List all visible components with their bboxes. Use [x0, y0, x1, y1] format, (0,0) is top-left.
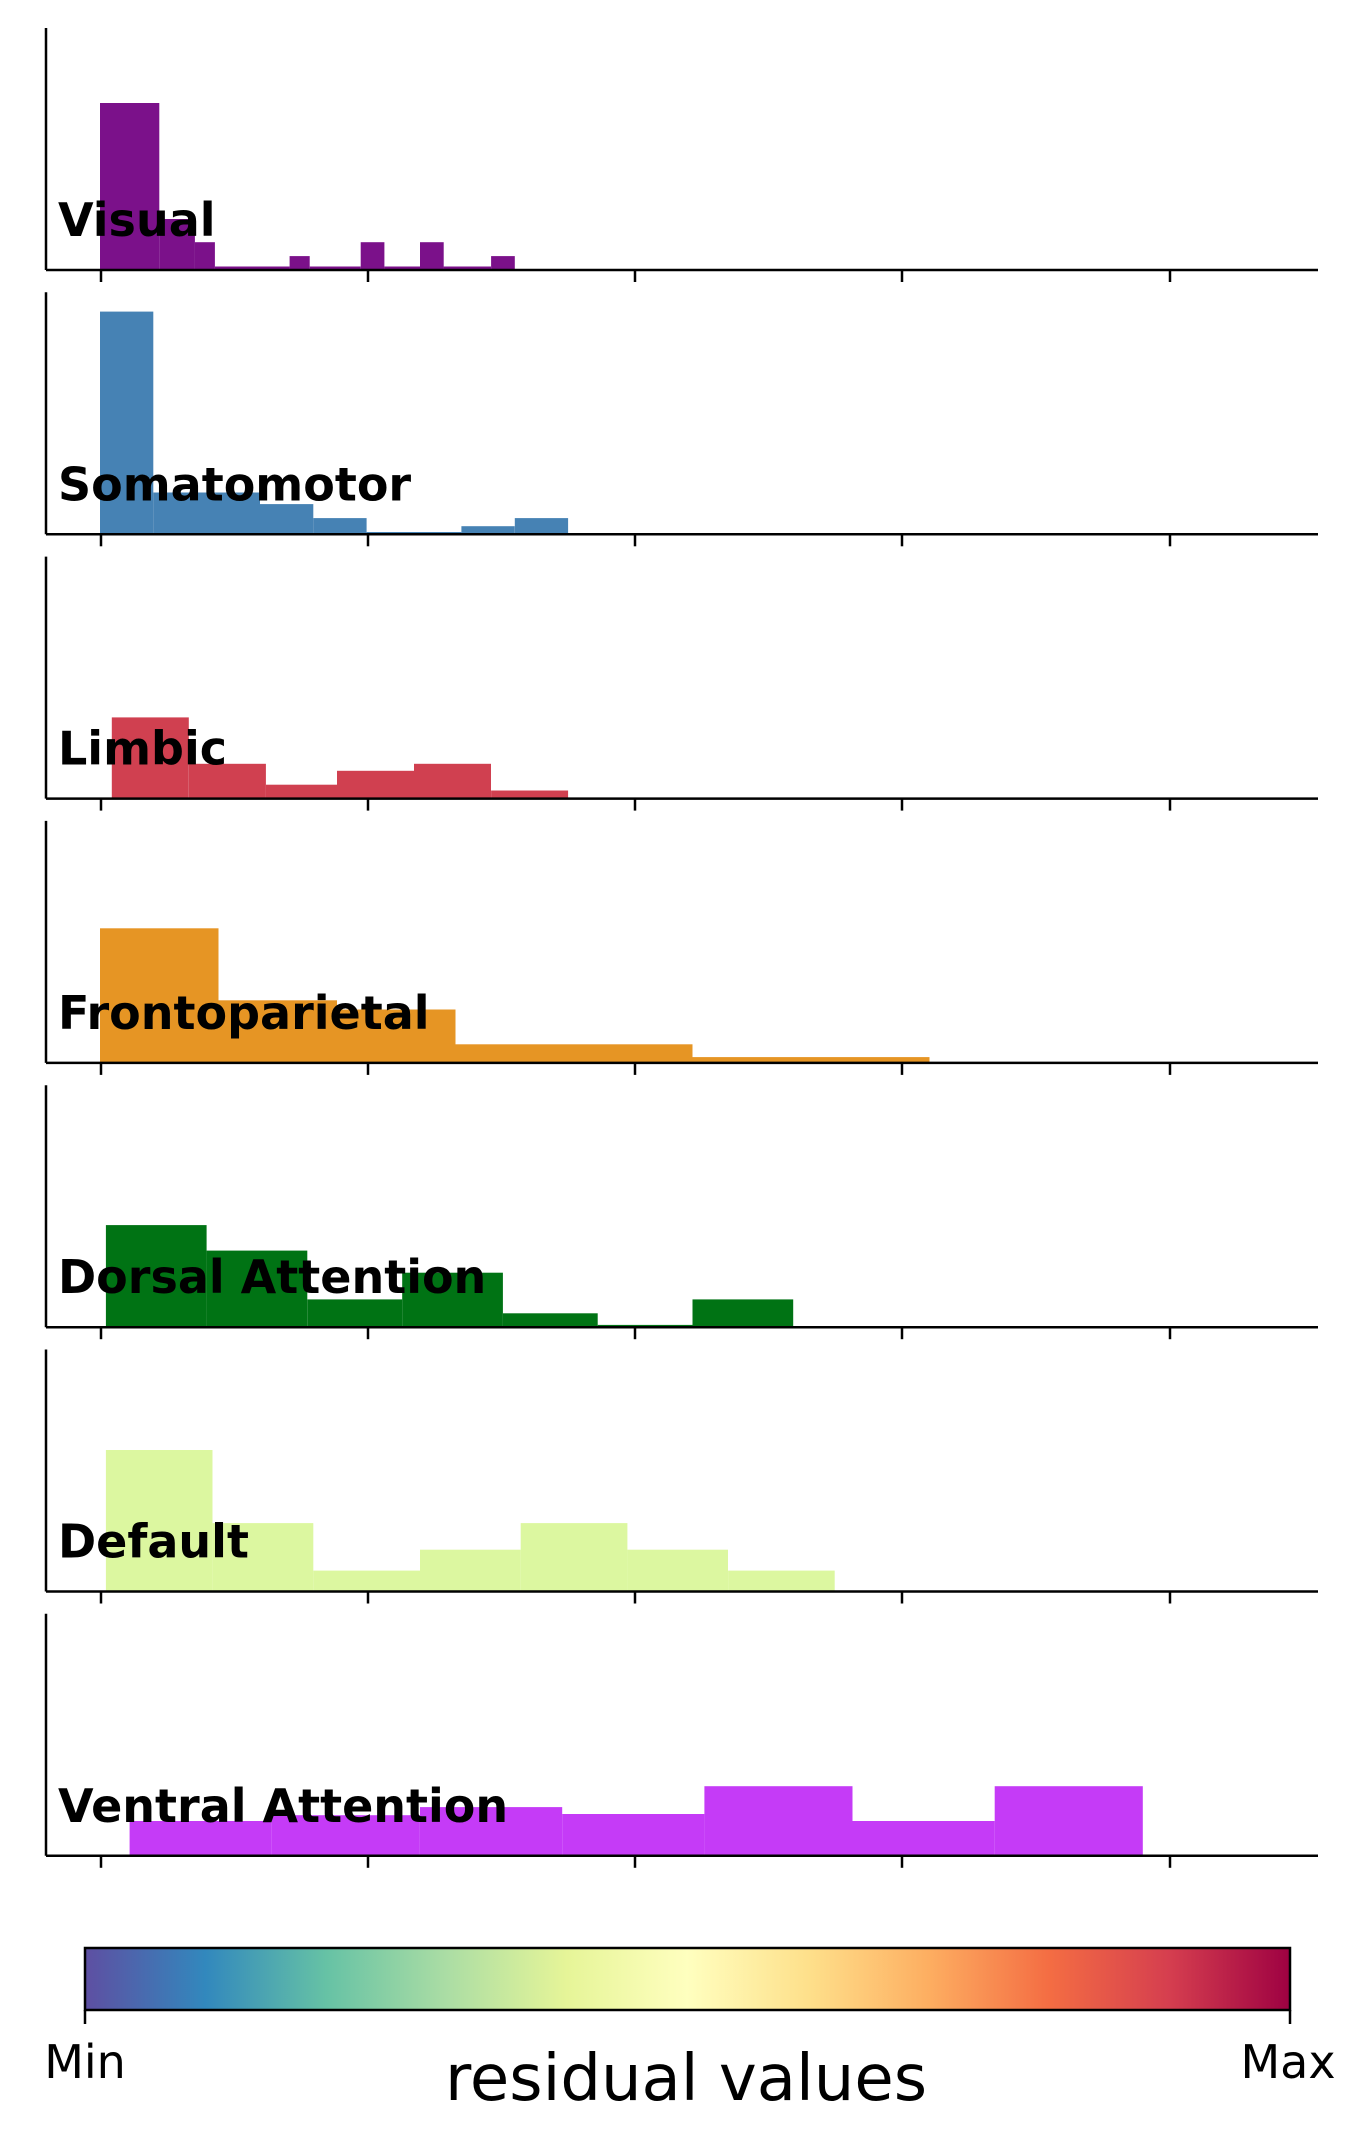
- panel-somatomotor: Somatomotor: [44, 292, 1318, 547]
- bar: [271, 1815, 420, 1856]
- panels: Visual Somatomotor Limbic Frontoparietal Dor…: [44, 28, 1318, 1868]
- bar: [218, 1000, 337, 1063]
- bar: [307, 1299, 403, 1328]
- bar: [384, 266, 420, 270]
- bar: [188, 763, 266, 799]
- colorbar-max-label: Max: [1240, 2035, 1335, 2089]
- bar: [105, 1225, 207, 1328]
- bar: [420, 1549, 521, 1592]
- bar: [994, 1786, 1143, 1856]
- bar: [852, 1821, 995, 1856]
- panel-label: Default: [58, 1515, 249, 1569]
- panel-default: Default: [44, 1349, 1318, 1604]
- bar: [728, 1570, 835, 1592]
- bar: [502, 1313, 598, 1328]
- bar: [692, 1299, 794, 1328]
- bar: [309, 266, 361, 270]
- panel-label: Ventral Attention: [58, 1779, 508, 1833]
- bar: [337, 1009, 456, 1063]
- bar: [206, 1250, 308, 1328]
- bar: [194, 242, 215, 270]
- bar: [692, 1057, 930, 1063]
- colorbar-min-label: Min: [44, 2035, 126, 2089]
- bar: [212, 1523, 314, 1592]
- bar: [360, 242, 385, 270]
- bar: [420, 242, 444, 270]
- panel-limbic: Limbic: [44, 556, 1318, 811]
- bar: [520, 1523, 628, 1592]
- bar: [313, 518, 367, 535]
- bar: [491, 256, 515, 270]
- bar: [159, 219, 195, 270]
- bar: [420, 1807, 563, 1856]
- bar: [214, 266, 290, 270]
- bar: [491, 790, 569, 799]
- bar: [313, 1570, 420, 1592]
- bar: [100, 311, 154, 535]
- bar: [704, 1786, 853, 1856]
- bar: [514, 518, 569, 535]
- panel-ventral-attention: Ventral Attention: [44, 1613, 1318, 1868]
- bar: [627, 1549, 728, 1592]
- bar: [100, 928, 219, 1063]
- panel-dorsal-attention: Dorsal Attention: [44, 1085, 1318, 1340]
- panel-label: Frontoparietal: [58, 986, 430, 1040]
- bar: [105, 1450, 213, 1592]
- colorbar-title: residual values: [445, 2042, 927, 2116]
- panel-frontoparietal: Frontoparietal: [44, 820, 1318, 1075]
- bar: [402, 1272, 503, 1328]
- panel-label: Somatomotor: [58, 457, 411, 511]
- bar: [111, 717, 189, 799]
- bar: [562, 1814, 705, 1856]
- bar: [443, 266, 491, 270]
- bar: [414, 763, 491, 799]
- colorbar-gradient: [83, 1946, 1292, 2012]
- bar: [260, 504, 314, 535]
- bar: [461, 526, 515, 535]
- colorbar: Min Max residual values: [44, 1946, 1336, 2116]
- bar: [265, 784, 337, 799]
- panel-label: Dorsal Attention: [58, 1250, 486, 1304]
- bar: [337, 770, 414, 799]
- bar: [100, 103, 160, 270]
- panel-label: Visual: [58, 193, 216, 247]
- bar: [153, 492, 260, 535]
- panel-label: Limbic: [58, 722, 227, 776]
- panel-visual: Visual: [44, 28, 1318, 282]
- bar: [455, 1044, 693, 1063]
- bar: [129, 1821, 272, 1856]
- bar: [289, 256, 310, 270]
